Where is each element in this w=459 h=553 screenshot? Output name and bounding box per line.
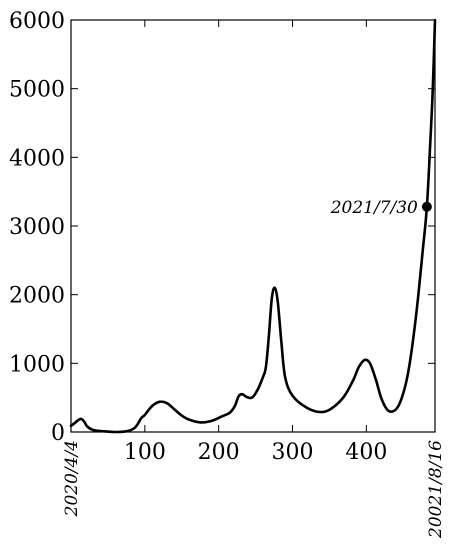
y-tick-label: 2000: [9, 284, 65, 309]
x-tick-label: 200: [198, 440, 240, 465]
series-line: [69, 18, 437, 434]
annotation-point: [421, 201, 432, 212]
y-tick-label: 4000: [9, 146, 65, 171]
x-start-date-label: 2020/4/4: [62, 440, 82, 517]
y-tick-label: 0: [51, 421, 65, 446]
x-tick-label: 400: [345, 440, 387, 465]
y-tick-label: 1000: [9, 352, 65, 377]
plot-frame: [70, 19, 436, 433]
x-end-date-label: 20021/8/16: [426, 440, 446, 539]
x-tick-label: 300: [272, 440, 314, 465]
annotation-layer: 2021/7/30: [330, 198, 432, 218]
y-tick-label: 5000: [9, 78, 65, 103]
y-tick-label: 3000: [9, 215, 65, 240]
series-layer: [69, 18, 437, 434]
tick-labels: 0 1000 2000 3000 4000 5000 6000 100 200 300 400 202…: [9, 9, 446, 539]
annotation-label: 2021/7/30: [330, 198, 418, 218]
axes: [70, 19, 436, 433]
y-tick-label: 6000: [9, 9, 65, 34]
x-tick-label: 100: [124, 440, 166, 465]
